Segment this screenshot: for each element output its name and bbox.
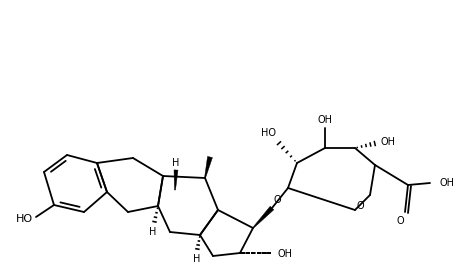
- Polygon shape: [174, 170, 178, 190]
- Text: OH: OH: [381, 137, 396, 147]
- Text: H: H: [149, 227, 157, 237]
- Text: H: H: [172, 158, 180, 168]
- Text: OH: OH: [278, 249, 293, 259]
- Text: OH: OH: [440, 178, 455, 188]
- Text: HO: HO: [15, 214, 33, 224]
- Text: O: O: [273, 195, 281, 205]
- Text: O: O: [356, 201, 364, 211]
- Text: OH: OH: [317, 115, 333, 125]
- Text: HO: HO: [261, 128, 276, 138]
- Text: H: H: [193, 254, 201, 264]
- Text: O: O: [396, 216, 404, 226]
- Polygon shape: [205, 157, 212, 178]
- Polygon shape: [253, 206, 274, 228]
